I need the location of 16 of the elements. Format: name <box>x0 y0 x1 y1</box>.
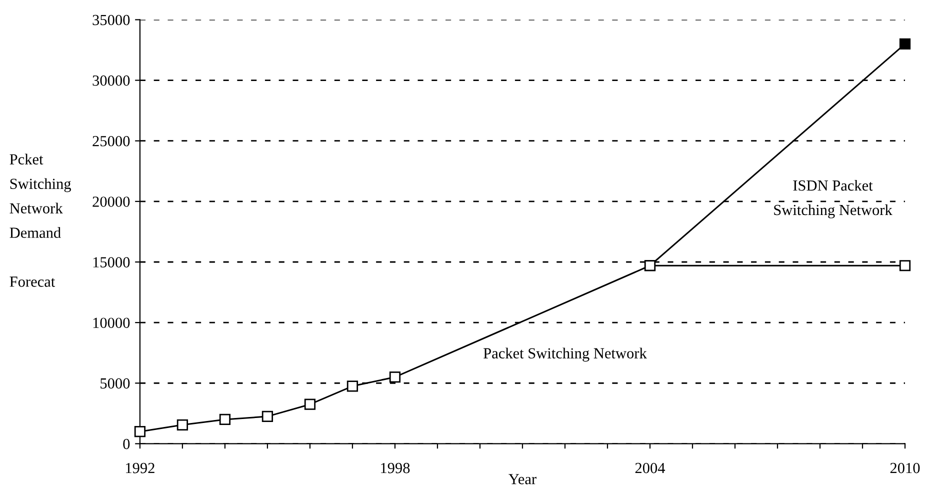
x-tick-label: 1992 <box>126 462 154 474</box>
x-tick-label: 2010 <box>890 462 920 474</box>
series-label: Packet Switching Network <box>484 348 647 362</box>
series-label: ISDN Packet Switching Network <box>774 180 892 218</box>
y-tick-label: 0 <box>123 438 130 450</box>
y-tick-label: 15000 <box>93 257 130 268</box>
y-tick-label: 35000 <box>92 14 130 26</box>
x-tick-label: 1998 <box>381 462 410 474</box>
y-tick-label: 5000 <box>100 378 130 389</box>
y-tick-label: 25000 <box>92 136 130 146</box>
y-tick-label: 20000 <box>92 196 130 207</box>
text: Pcket Switching Network Demand Forecat <box>10 154 71 287</box>
x-axis-title: Year <box>508 474 536 484</box>
y-tick-label: 10000 <box>93 318 130 328</box>
y-tick-label: 30000 <box>92 75 130 86</box>
x-tick-label: 2004 <box>635 462 666 474</box>
